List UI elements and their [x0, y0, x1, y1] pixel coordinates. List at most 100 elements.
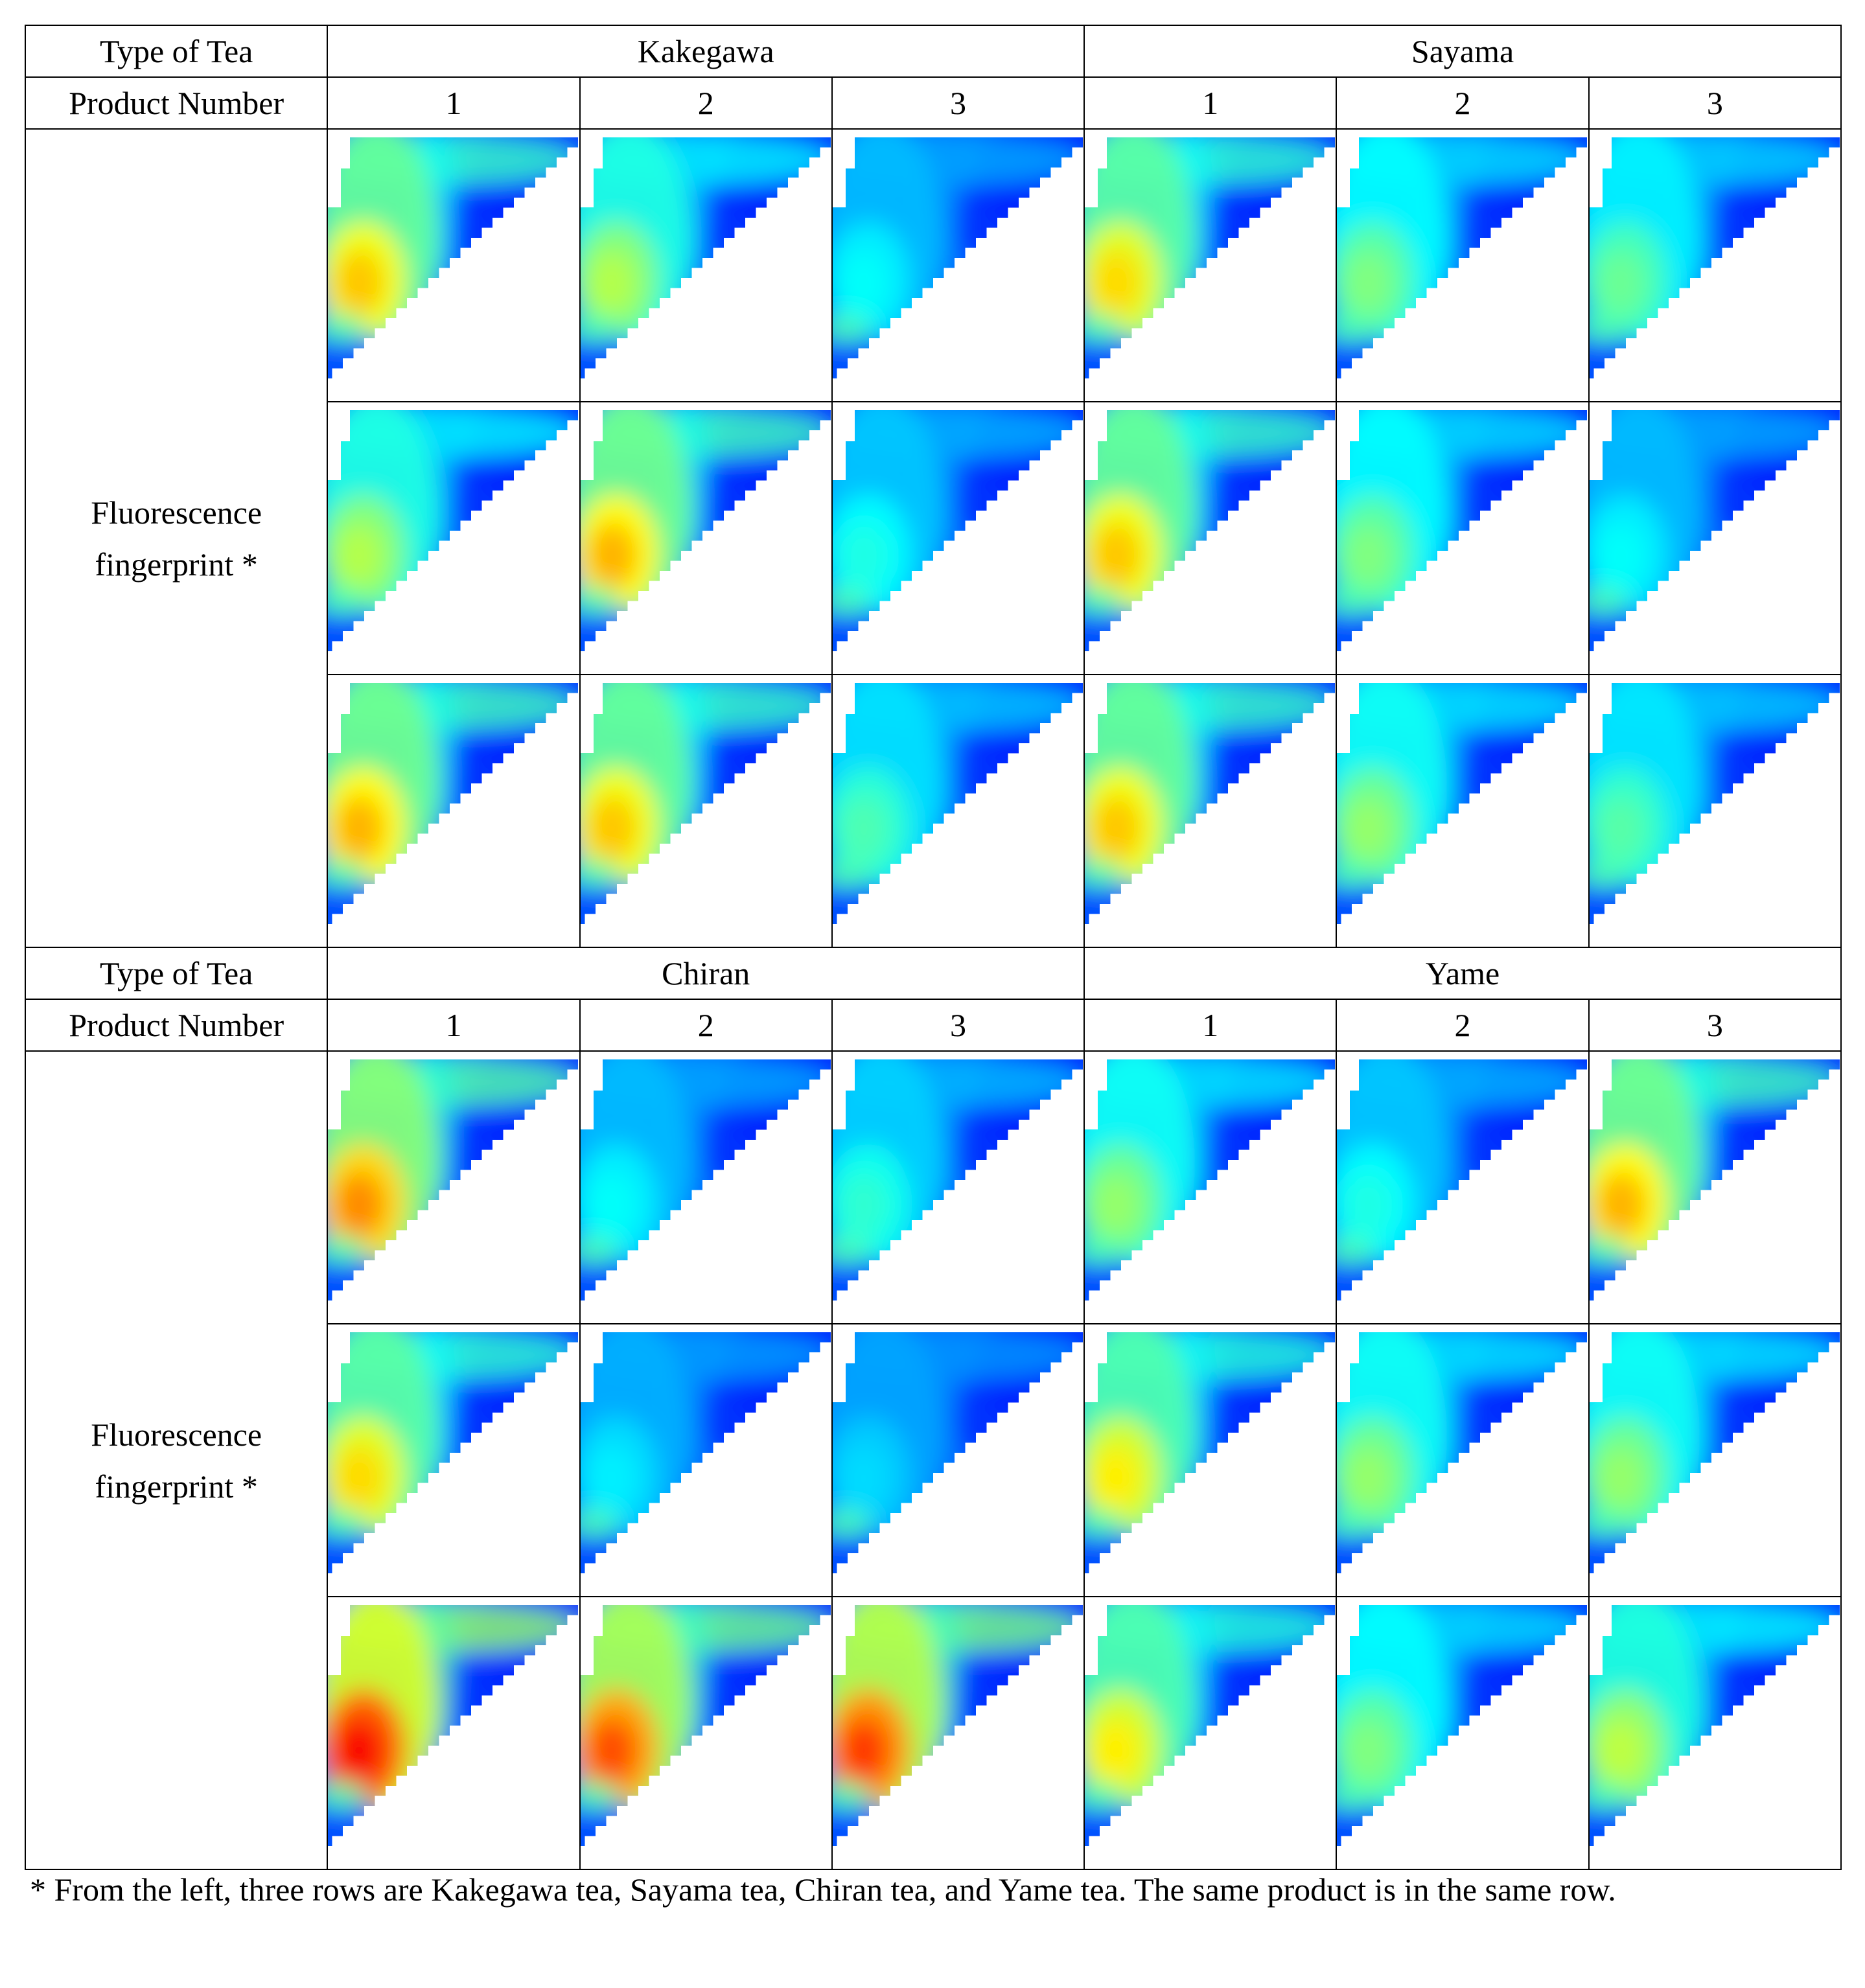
- fingerprint-cell: [1083, 1596, 1338, 1870]
- fingerprint-cell: [1336, 1323, 1590, 1597]
- fingerprint-cell: [831, 1596, 1085, 1870]
- fingerprint-cell: [579, 674, 833, 948]
- fluorescence-fingerprint-plot: [832, 410, 1083, 651]
- fingerprint-cell: [831, 674, 1085, 948]
- product-number-label: Product Number: [24, 999, 329, 1052]
- fingerprint-cell: [579, 1050, 833, 1324]
- fluorescence-fingerprint-row-label: Fluorescence fingerprint *: [24, 1050, 329, 1870]
- fluorescence-fingerprint-plot: [1085, 1332, 1336, 1573]
- fingerprint-cell: [1336, 1050, 1590, 1324]
- fingerprint-cell: [579, 401, 833, 675]
- fluorescence-fingerprint-plot: [832, 1332, 1083, 1573]
- fingerprint-cell: [831, 1323, 1085, 1597]
- fluorescence-fingerprint-plot: [1589, 137, 1840, 378]
- fluorescence-fingerprint-plot: [1337, 1059, 1588, 1300]
- fluorescence-fingerprint-plot: [328, 683, 579, 924]
- row-label-line1: Fluorescence: [91, 494, 262, 531]
- region-header: Yame: [1083, 947, 1842, 1000]
- fluorescence-fingerprint-plot: [1085, 137, 1336, 378]
- product-number: 3: [1588, 76, 1842, 130]
- fluorescence-fingerprint-plot: [1589, 683, 1840, 924]
- fluorescence-fingerprint-plot: [1085, 1605, 1336, 1846]
- product-number: 2: [1336, 999, 1590, 1052]
- fluorescence-fingerprint-plot: [1337, 683, 1588, 924]
- row-label-line2: fingerprint *: [95, 1468, 258, 1505]
- fingerprint-cell: [1083, 1050, 1338, 1324]
- product-number: 3: [831, 999, 1085, 1052]
- fluorescence-fingerprint-plot: [1589, 1605, 1840, 1846]
- fingerprint-cell: [831, 401, 1085, 675]
- fluorescence-fingerprint-plot: [580, 410, 831, 651]
- product-number: 3: [831, 76, 1085, 130]
- fingerprint-cell: [1336, 401, 1590, 675]
- fingerprint-cell: [831, 1050, 1085, 1324]
- product-number: 2: [1336, 76, 1590, 130]
- fingerprint-cell: [327, 1323, 581, 1597]
- fingerprint-table: Type of Tea Kakegawa Sayama Product Number 1…: [24, 25, 1842, 1870]
- fluorescence-fingerprint-plot: [328, 137, 579, 378]
- fingerprint-cell: [831, 128, 1085, 402]
- fluorescence-fingerprint-plot: [1085, 1059, 1336, 1300]
- product-number: 1: [327, 999, 581, 1052]
- fingerprint-cell: [1336, 128, 1590, 402]
- fluorescence-fingerprint-plot: [1589, 1059, 1840, 1300]
- product-number: 2: [579, 76, 833, 130]
- fluorescence-fingerprint-plot: [1085, 410, 1336, 651]
- fluorescence-fingerprint-plot: [1337, 410, 1588, 651]
- fluorescence-fingerprint-plot: [1337, 1332, 1588, 1573]
- footnote: * From the left, three rows are Kakegawa…: [30, 1871, 1616, 1908]
- fingerprint-cell: [1083, 401, 1338, 675]
- fluorescence-fingerprint-plot: [580, 1605, 831, 1846]
- fingerprint-cell: [1588, 401, 1842, 675]
- fingerprint-cell: [1083, 128, 1338, 402]
- product-number: 1: [1083, 76, 1338, 130]
- fingerprint-cell: [327, 1596, 581, 1870]
- region-header: Chiran: [327, 947, 1085, 1000]
- fingerprint-cell: [1083, 1323, 1338, 1597]
- fingerprint-cell: [327, 1050, 581, 1324]
- product-number: 2: [579, 999, 833, 1052]
- fingerprint-cell: [1588, 128, 1842, 402]
- fluorescence-fingerprint-plot: [1337, 137, 1588, 378]
- row-label-line1: Fluorescence: [91, 1416, 262, 1453]
- product-number: 1: [327, 76, 581, 130]
- fluorescence-fingerprint-plot: [1085, 683, 1336, 924]
- fluorescence-fingerprint-plot: [580, 137, 831, 378]
- fluorescence-fingerprint-plot: [580, 1332, 831, 1573]
- fingerprint-cell: [579, 128, 833, 402]
- region-header: Sayama: [1083, 25, 1842, 78]
- fingerprint-cell: [579, 1596, 833, 1870]
- fluorescence-fingerprint-row-label: Fluorescence fingerprint *: [24, 128, 329, 948]
- fingerprint-cell: [327, 674, 581, 948]
- fingerprint-cell: [1336, 674, 1590, 948]
- type-of-tea-label: Type of Tea: [24, 25, 329, 78]
- fingerprint-cell: [1083, 674, 1338, 948]
- product-number-label: Product Number: [24, 76, 329, 130]
- fluorescence-fingerprint-plot: [832, 683, 1083, 924]
- fingerprint-cell: [1588, 674, 1842, 948]
- fingerprint-cell: [327, 401, 581, 675]
- region-header: Kakegawa: [327, 25, 1085, 78]
- fluorescence-fingerprint-plot: [1337, 1605, 1588, 1846]
- fingerprint-cell: [579, 1323, 833, 1597]
- fingerprint-cell: [1336, 1596, 1590, 1870]
- type-of-tea-label: Type of Tea: [24, 947, 329, 1000]
- fluorescence-fingerprint-plot: [1589, 1332, 1840, 1573]
- fluorescence-fingerprint-plot: [832, 137, 1083, 378]
- fingerprint-cell: [1588, 1596, 1842, 1870]
- fluorescence-fingerprint-plot: [1589, 410, 1840, 651]
- fluorescence-fingerprint-plot: [832, 1059, 1083, 1300]
- fluorescence-fingerprint-plot: [328, 1332, 579, 1573]
- fluorescence-fingerprint-plot: [832, 1605, 1083, 1846]
- fluorescence-fingerprint-plot: [328, 1605, 579, 1846]
- product-number: 3: [1588, 999, 1842, 1052]
- product-number: 1: [1083, 999, 1338, 1052]
- fluorescence-fingerprint-plot: [580, 683, 831, 924]
- row-label-line2: fingerprint *: [95, 546, 258, 583]
- fluorescence-fingerprint-plot: [328, 1059, 579, 1300]
- fluorescence-fingerprint-plot: [328, 410, 579, 651]
- fluorescence-fingerprint-plot: [580, 1059, 831, 1300]
- fingerprint-cell: [327, 128, 581, 402]
- fingerprint-cell: [1588, 1050, 1842, 1324]
- fingerprint-cell: [1588, 1323, 1842, 1597]
